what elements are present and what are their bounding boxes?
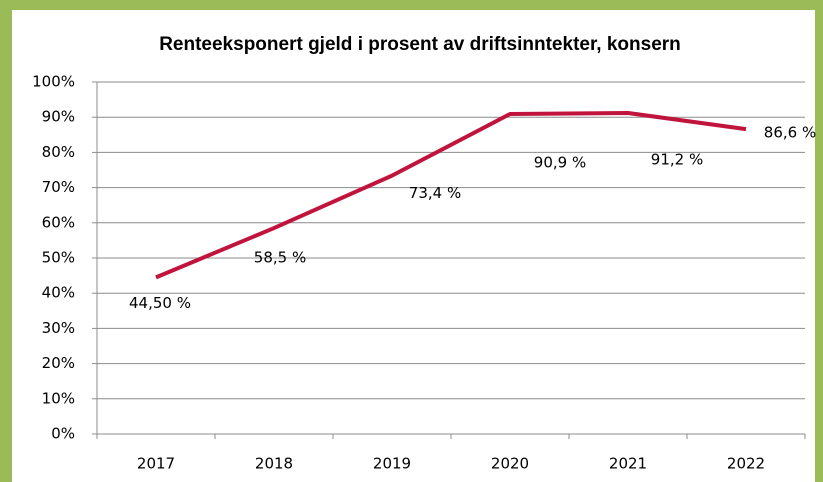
data-label: 91,2 % xyxy=(651,150,703,168)
data-label: 58,5 % xyxy=(254,249,306,267)
chart-title: Renteeksponert gjeld i prosent av drifts… xyxy=(159,34,681,55)
y-tick-label: 90% xyxy=(42,108,75,126)
x-tick-label: 2021 xyxy=(609,455,647,473)
y-tick-label: 30% xyxy=(42,319,75,337)
x-tick-label: 2018 xyxy=(255,455,293,473)
data-line xyxy=(155,110,747,280)
x-tick-label: 2017 xyxy=(137,455,175,473)
x-tick-label: 2019 xyxy=(373,455,411,473)
x-tick-label: 2022 xyxy=(727,455,765,473)
data-label: 90,9 % xyxy=(534,154,586,172)
y-tick-label: 50% xyxy=(42,249,75,267)
y-tick-label: 80% xyxy=(42,143,75,161)
y-tick-label: 100% xyxy=(32,73,75,91)
y-tick-label: 70% xyxy=(42,178,75,196)
data-label: 86,6 % xyxy=(764,124,816,142)
y-tick-label: 10% xyxy=(42,389,75,407)
data-label: 44,50 % xyxy=(129,294,191,312)
y-tick-label: 20% xyxy=(42,354,75,372)
y-tick-label: 40% xyxy=(42,284,75,302)
y-tick-label: 60% xyxy=(42,213,75,231)
y-tick-label: 0% xyxy=(51,425,75,443)
chart-area xyxy=(12,10,815,482)
x-tick-label: 2020 xyxy=(491,455,529,473)
data-label: 73,4 % xyxy=(409,184,461,202)
